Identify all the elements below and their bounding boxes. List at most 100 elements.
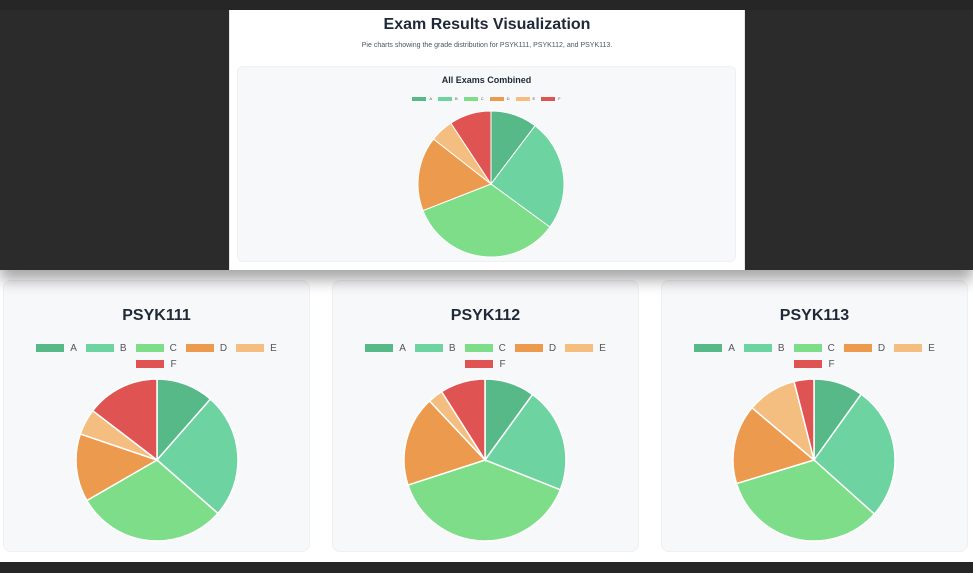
pie-slice-d[interactable] <box>403 399 487 486</box>
pie-slice-b[interactable] <box>155 398 239 515</box>
legend-item-d[interactable]: D <box>843 342 886 354</box>
pie-slice-d[interactable] <box>75 433 159 502</box>
combined-chart-legend: A B C D E F <box>238 96 735 101</box>
legend-item-e[interactable]: E <box>894 343 935 354</box>
legend-swatch-a <box>36 344 65 352</box>
pie-slice-c[interactable] <box>735 459 876 542</box>
legend-item-b[interactable]: B <box>414 342 456 354</box>
psyk113-title: PSYK113 <box>779 307 850 324</box>
legend-item-b[interactable]: B <box>743 342 785 354</box>
psyk111-title: PSYK111 <box>122 307 191 324</box>
legend-item-b[interactable]: B <box>85 343 127 354</box>
legend-label-f: F <box>828 358 835 370</box>
legend-swatch-c <box>793 344 822 352</box>
course-charts-section: PSYK111 A B C D E F PSYK112 A B C D E F PSYK113 A B… <box>0 270 973 562</box>
legend-item-d[interactable]: D <box>185 342 228 354</box>
legend-label-a: A <box>429 96 433 101</box>
legend-label-c: C <box>169 342 177 354</box>
legend-label-d: D <box>548 342 557 354</box>
legend-item-c[interactable]: C <box>464 342 506 354</box>
legend-swatch-a <box>365 344 394 352</box>
pie-slice-b[interactable] <box>483 393 567 491</box>
legend-label-f: F <box>170 358 177 370</box>
legend-label-e: E <box>599 342 606 354</box>
legend-item-e[interactable]: E <box>565 342 606 354</box>
legend-swatch-d <box>843 344 872 352</box>
pie-slice-c[interactable] <box>422 183 551 258</box>
pie-slice-b[interactable] <box>490 125 565 228</box>
psyk111-pie-chart <box>75 378 239 542</box>
legend-swatch-d <box>185 344 214 352</box>
legend-item-e[interactable]: E <box>236 342 277 354</box>
psyk112-legend: A B C D E F <box>333 342 638 370</box>
legend-label-f: F <box>558 96 561 101</box>
legend-item-a[interactable]: A <box>365 342 406 354</box>
psyk112-pie-chart <box>403 378 567 542</box>
legend-label-d: D <box>219 342 228 354</box>
legend-swatch-f <box>541 96 556 101</box>
legend-swatch-d <box>489 96 504 101</box>
legend-swatch-c <box>135 344 164 352</box>
pie-slice-f[interactable] <box>91 378 158 462</box>
legend-swatch-b <box>85 344 114 352</box>
legend-item-f[interactable]: F <box>136 358 177 370</box>
legend-swatch-c <box>464 344 493 352</box>
legend-item-a[interactable]: A <box>412 96 432 101</box>
legend-label-c: C <box>480 96 484 101</box>
legend-item-c[interactable]: C <box>463 96 484 101</box>
page-title: Exam Results Visualization <box>383 16 591 33</box>
legend-swatch-e <box>565 344 594 352</box>
legend-swatch-f <box>136 360 165 368</box>
legend-swatch-b <box>438 96 453 101</box>
pie-slice-f[interactable] <box>793 378 815 461</box>
psyk113-pie-chart <box>732 378 896 542</box>
bottom-dark-strip <box>0 562 973 573</box>
legend-item-d[interactable]: D <box>514 342 557 354</box>
psyk113-panel: PSYK113 A B C D E F <box>661 280 968 552</box>
legend-item-f[interactable]: F <box>794 358 835 370</box>
legend-label-b: B <box>448 342 456 354</box>
legend-item-e[interactable]: E <box>515 96 535 101</box>
legend-label-f: F <box>499 358 506 370</box>
legend-item-d[interactable]: D <box>489 96 510 101</box>
legend-label-a: A <box>70 342 77 354</box>
page-subtitle: Pie charts showing the grade distributio… <box>361 42 613 49</box>
legend-item-f[interactable]: F <box>465 358 506 370</box>
header-card: Exam Results Visualization Pie charts sh… <box>229 10 745 270</box>
pie-slice-f[interactable] <box>450 110 492 186</box>
pie-slice-b[interactable] <box>812 393 896 516</box>
combined-pie-chart <box>417 110 565 258</box>
legend-label-c: C <box>498 342 506 354</box>
psyk113-legend: A B C D E F <box>662 342 967 370</box>
legend-label-b: B <box>455 96 458 101</box>
legend-item-c[interactable]: C <box>135 342 177 354</box>
pie-slice-d[interactable] <box>732 406 816 485</box>
legend-label-a: A <box>399 342 406 354</box>
psyk112-title: PSYK112 <box>450 307 521 324</box>
legend-label-a: A <box>728 342 735 354</box>
legend-label-b: B <box>777 342 785 354</box>
legend-item-f[interactable]: F <box>541 96 561 101</box>
legend-swatch-e <box>894 344 923 352</box>
combined-chart-title: All Exams Combined <box>441 75 532 85</box>
legend-swatch-d <box>514 344 543 352</box>
pie-slice-f[interactable] <box>440 378 486 463</box>
legend-label-d: D <box>506 96 510 101</box>
legend-item-a[interactable]: A <box>36 342 77 354</box>
legend-swatch-f <box>794 360 823 368</box>
pie-slice-c[interactable] <box>407 459 562 542</box>
legend-swatch-f <box>465 360 494 368</box>
legend-label-e: E <box>270 342 277 354</box>
psyk111-legend: A B C D E F <box>4 342 309 370</box>
legend-swatch-b <box>743 344 772 352</box>
psyk112-panel: PSYK112 A B C D E F <box>332 280 639 552</box>
pie-slice-d[interactable] <box>417 138 492 212</box>
combined-chart-panel: All Exams Combined A B C D E F <box>237 66 736 262</box>
pie-slice-c[interactable] <box>85 459 219 542</box>
legend-item-b[interactable]: B <box>438 96 458 101</box>
legend-label-c: C <box>827 342 835 354</box>
legend-label-d: D <box>877 342 886 354</box>
legend-item-a[interactable]: A <box>694 342 735 354</box>
legend-item-c[interactable]: C <box>793 342 835 354</box>
